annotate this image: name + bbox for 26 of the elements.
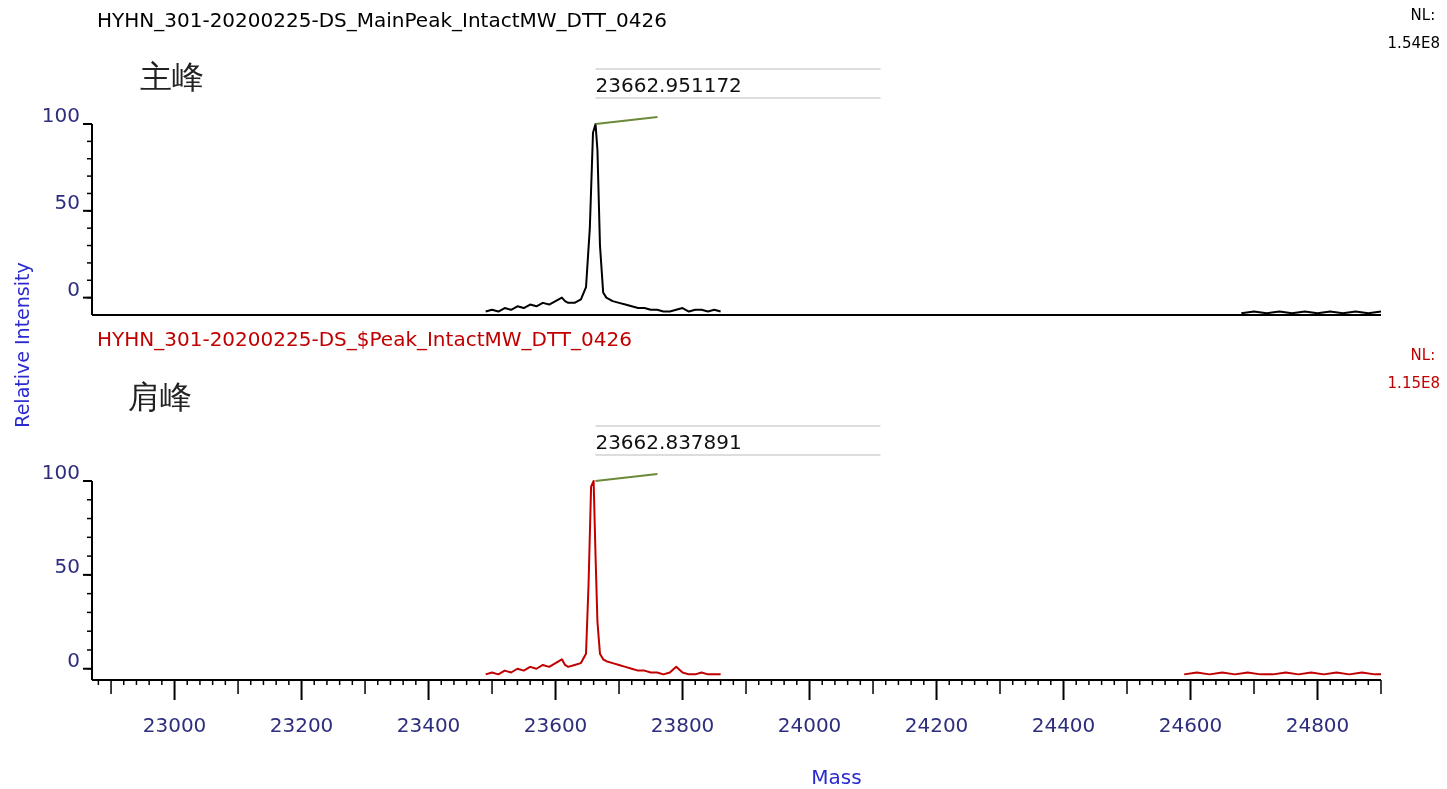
chart-title: HYHN_301-20200225-DS_$Peak_IntactMW_DTT_0426 <box>97 327 632 351</box>
chart-title: HYHN_301-20200225-DS_MainPeak_IntactMW_DTT_0426 <box>97 8 667 32</box>
text: NL: 1.54E8 <box>1387 6 1440 52</box>
x-axis-title: Mass <box>811 765 862 789</box>
annotation: 23662.837891 <box>595 430 742 454</box>
x-tick-label: 23800 <box>650 713 715 737</box>
x-tick-label: 23000 <box>142 713 207 737</box>
x-tick-label: 24200 <box>904 713 969 737</box>
x-tick-label: 23400 <box>396 713 461 737</box>
y-tick-label: 100 <box>41 103 80 127</box>
text: NL: 1.15E8 <box>1387 346 1440 392</box>
text: 肩峰 <box>128 378 192 416</box>
x-tick-label: 23600 <box>523 713 588 737</box>
y-axis-title: Relative Intensity <box>11 262 33 428</box>
x-tick-label: 24600 <box>1158 713 1223 737</box>
annotation: 23662.951172 <box>595 73 742 97</box>
x-tick-label: 24400 <box>1031 713 1096 737</box>
x-tick-label: 23200 <box>269 713 334 737</box>
x-tick-label: 24800 <box>1285 713 1350 737</box>
y-tick-label: 0 <box>67 647 80 672</box>
text: 主峰 <box>140 58 204 96</box>
y-tick-label: 100 <box>41 460 80 484</box>
y-tick-label: 50 <box>54 553 80 578</box>
x-tick-label: 24000 <box>777 713 842 737</box>
y-tick-label: 50 <box>54 189 80 214</box>
y-tick-label: 0 <box>67 276 80 301</box>
